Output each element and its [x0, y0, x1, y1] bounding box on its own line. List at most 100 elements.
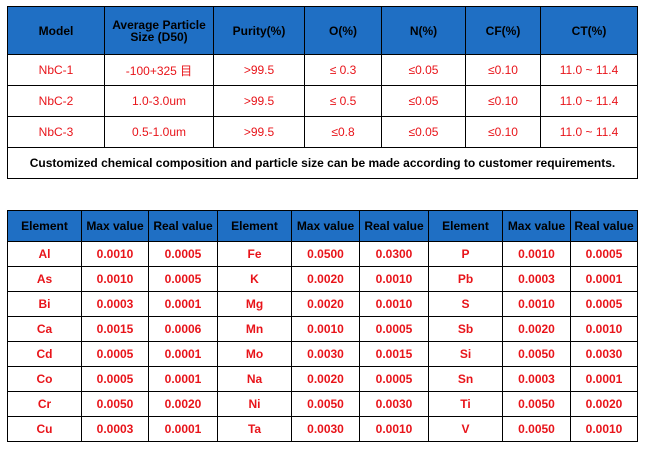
max-value-cell: 0.0010	[81, 241, 149, 267]
max-value-cell: 0.0020	[502, 316, 571, 342]
table-row: Al 0.0010 0.0005 Fe 0.0500 0.0300 P 0.0010 0.000…	[7, 241, 638, 267]
header-max-value: Max value	[81, 210, 149, 242]
max-value-cell: 0.0015	[81, 316, 149, 342]
header-nitrogen: N(%)	[381, 6, 466, 55]
real-value-cell: 0.0010	[359, 416, 429, 442]
table-cell: ≤0.10	[465, 85, 541, 117]
element-cell: Bi	[7, 291, 82, 317]
table-row: NbC-2 1.0-3.0um >99.5 ≤ 0.5 ≤0.05 ≤0.10 …	[7, 85, 638, 117]
header-real-value: Real value	[570, 210, 638, 242]
element-cell: Sb	[428, 316, 503, 342]
max-value-cell: 0.0005	[81, 341, 149, 367]
max-value-cell: 0.0020	[291, 366, 360, 392]
header-element: Element	[7, 210, 82, 242]
header-total-carbon: CT(%)	[540, 6, 638, 55]
element-cell: Pb	[428, 266, 503, 292]
table-cell: ≤ 0.3	[304, 54, 382, 86]
max-value-cell: 0.0010	[81, 266, 149, 292]
table-cell: 11.0 ~ 11.4	[540, 85, 638, 117]
element-cell: Co	[7, 366, 82, 392]
element-cell: Mg	[217, 291, 292, 317]
real-value-cell: 0.0020	[148, 391, 218, 417]
table-cell: >99.5	[213, 54, 305, 86]
table-cell: ≤0.10	[465, 116, 541, 148]
note-row: Customized chemical composition and part…	[7, 147, 638, 179]
max-value-cell: 0.0005	[81, 366, 149, 392]
element-cell: Ti	[428, 391, 503, 417]
spec-table: Model Average Particle Size (D50) Purity…	[7, 6, 638, 179]
max-value-cell: 0.0050	[291, 391, 360, 417]
max-value-cell: 0.0003	[81, 416, 149, 442]
real-value-cell: 0.0010	[570, 416, 638, 442]
real-value-cell: 0.0005	[359, 366, 429, 392]
impurity-header-row: Element Max value Real value Element Max…	[7, 210, 638, 242]
real-value-cell: 0.0001	[148, 416, 218, 442]
table-row: Bi 0.0003 0.0001 Mg 0.0020 0.0010 S 0.0010 0.000…	[7, 291, 638, 317]
real-value-cell: 0.0006	[148, 316, 218, 342]
real-value-cell: 0.0001	[148, 291, 218, 317]
real-value-cell: 0.0001	[570, 266, 638, 292]
element-cell: Al	[7, 241, 82, 267]
table-cell: -100+325 目	[104, 54, 214, 86]
max-value-cell: 0.0003	[502, 266, 571, 292]
table-cell: 1.0-3.0um	[104, 85, 214, 117]
table-row: NbC-3 0.5-1.0um >99.5 ≤0.8 ≤0.05 ≤0.10 1…	[7, 116, 638, 148]
max-value-cell: 0.0050	[502, 341, 571, 367]
element-cell: Cu	[7, 416, 82, 442]
max-value-cell: 0.0030	[291, 341, 360, 367]
spec-header-row: Model Average Particle Size (D50) Purity…	[7, 6, 638, 55]
table-cell: ≤0.10	[465, 54, 541, 86]
impurity-body: Al 0.0010 0.0005 Fe 0.0500 0.0300 P 0.0010 0.000…	[7, 241, 638, 442]
table-cell: >99.5	[213, 85, 305, 117]
max-value-cell: 0.0003	[502, 366, 571, 392]
max-value-cell: 0.0500	[291, 241, 360, 267]
impurity-table: Element Max value Real value Element Max…	[7, 210, 638, 442]
max-value-cell: 0.0010	[502, 291, 571, 317]
real-value-cell: 0.0005	[148, 241, 218, 267]
table-cell: ≤ 0.5	[304, 85, 382, 117]
header-real-value: Real value	[148, 210, 218, 242]
table-row: As 0.0010 0.0005 K 0.0020 0.0010 Pb 0.0003 0.000…	[7, 266, 638, 292]
real-value-cell: 0.0030	[570, 341, 638, 367]
header-element: Element	[428, 210, 503, 242]
header-max-value: Max value	[291, 210, 360, 242]
real-value-cell: 0.0015	[359, 341, 429, 367]
element-cell: Cr	[7, 391, 82, 417]
real-value-cell: 0.0020	[570, 391, 638, 417]
header-purity: Purity(%)	[213, 6, 305, 55]
real-value-cell: 0.0005	[570, 241, 638, 267]
customization-note: Customized chemical composition and part…	[7, 147, 638, 179]
table-cell: NbC-3	[7, 116, 105, 148]
real-value-cell: 0.0001	[148, 366, 218, 392]
header-particle-size: Average Particle Size (D50)	[104, 6, 214, 55]
header-oxygen: O(%)	[304, 6, 382, 55]
element-cell: P	[428, 241, 503, 267]
element-cell: As	[7, 266, 82, 292]
header-max-value: Max value	[502, 210, 571, 242]
element-cell: Mn	[217, 316, 292, 342]
real-value-cell: 0.0005	[359, 316, 429, 342]
max-value-cell: 0.0020	[291, 291, 360, 317]
element-cell: Mo	[217, 341, 292, 367]
table-cell: 11.0 ~ 11.4	[540, 116, 638, 148]
real-value-cell: 0.0005	[570, 291, 638, 317]
table-row: NbC-1 -100+325 目 >99.5 ≤ 0.3 ≤0.05 ≤0.10…	[7, 54, 638, 86]
max-value-cell: 0.0010	[291, 316, 360, 342]
element-cell: Ni	[217, 391, 292, 417]
table-row: Ca 0.0015 0.0006 Mn 0.0010 0.0005 Sb 0.0020 0.00…	[7, 316, 638, 342]
table-row: Cd 0.0005 0.0001 Mo 0.0030 0.0015 Si 0.0050 0.00…	[7, 341, 638, 367]
max-value-cell: 0.0030	[291, 416, 360, 442]
element-cell: Ta	[217, 416, 292, 442]
table-row: Co 0.0005 0.0001 Na 0.0020 0.0005 Sn 0.0003 0.00…	[7, 366, 638, 392]
max-value-cell: 0.0010	[502, 241, 571, 267]
element-cell: Si	[428, 341, 503, 367]
table-row: Cr 0.0050 0.0020 Ni 0.0050 0.0030 Ti 0.0050 0.00…	[7, 391, 638, 417]
real-value-cell: 0.0010	[570, 316, 638, 342]
table-cell: 11.0 ~ 11.4	[540, 54, 638, 86]
table-row: Cu 0.0003 0.0001 Ta 0.0030 0.0010 V 0.0050 0.001…	[7, 416, 638, 442]
real-value-cell: 0.0001	[570, 366, 638, 392]
real-value-cell: 0.0030	[359, 391, 429, 417]
max-value-cell: 0.0050	[81, 391, 149, 417]
table-cell: NbC-2	[7, 85, 105, 117]
max-value-cell: 0.0003	[81, 291, 149, 317]
